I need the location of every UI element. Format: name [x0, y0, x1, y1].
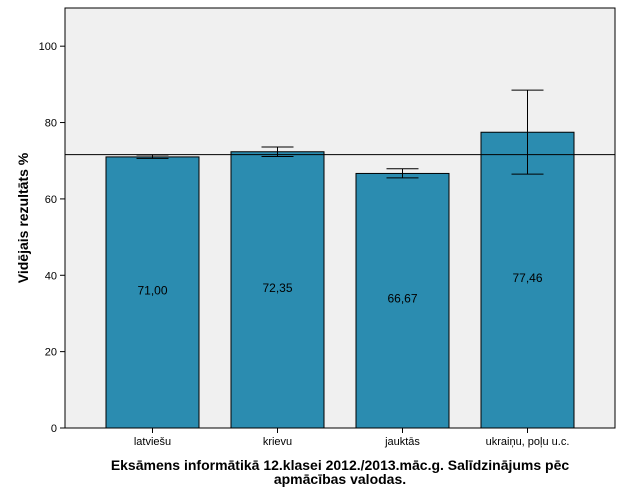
chart-title-line-1: Eksāmens informātikā 12.klasei 2012./201… [111, 457, 570, 473]
y-axis-title: Vidējais rezultāts % [15, 152, 31, 283]
y-tick-label-4: 80 [45, 118, 57, 130]
x-tick-label-2: jauktās [384, 436, 420, 448]
bar-2 [355, 172, 450, 429]
x-tick-label-3: ukraiņu, poļu u.c. [486, 436, 570, 448]
bar-value-label-1: 72,35 [262, 281, 292, 295]
y-tick-label-3: 60 [45, 194, 57, 206]
x-tick-label-1: krievu [263, 436, 292, 448]
y-tick-label-1: 20 [45, 347, 57, 359]
x-tick-label-0: latviešu [134, 436, 171, 448]
bar-value-label-3: 77,46 [512, 271, 542, 285]
x-axis: latviešu krievu jauktās ukraiņu, poļu u.c. [134, 428, 570, 448]
bar-0 [105, 156, 200, 429]
bar-value-label-2: 66,67 [387, 292, 417, 306]
bar-value-label-0: 71,00 [137, 283, 167, 297]
y-tick-label-0: 0 [51, 423, 57, 435]
y-axis: 0 20 40 60 80 100 [39, 41, 65, 435]
bar-labels-layer: 71,00 72,35 66,67 77,46 [137, 271, 542, 306]
chart-title-line-2: apmācības valodas. [274, 471, 406, 487]
y-tick-label-2: 40 [45, 270, 57, 282]
y-tick-label-5: 100 [39, 41, 57, 53]
bar-3 [480, 131, 575, 429]
